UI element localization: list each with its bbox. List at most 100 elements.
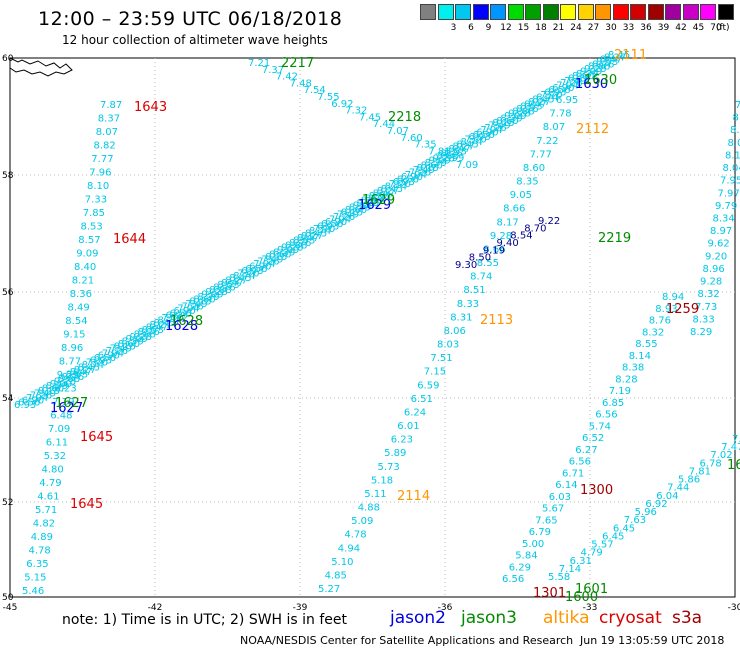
pass-id-label: 1301: [533, 586, 566, 601]
diagonal-swath-value: 9.09: [580, 66, 602, 77]
diagonal-swath-value: 8.76: [516, 104, 538, 115]
track-value: 7.60: [401, 133, 423, 144]
track-value: 9.09: [76, 249, 98, 260]
diagonal-swath-value: 9.28: [357, 198, 379, 209]
track-value: 4.82: [33, 519, 55, 530]
track-value: 4.94: [338, 543, 360, 554]
diagonal-swath-value: 8.39: [197, 292, 219, 303]
colorbar-swatch: [560, 4, 576, 20]
lat-tick-label: 56: [2, 288, 14, 298]
track-value: 7.14: [559, 564, 581, 575]
satellite-legend-jason2: jason2: [390, 608, 446, 628]
track-value: 5.96: [635, 507, 657, 518]
track-value: 7.63: [624, 515, 646, 526]
track-value: 7.3: [732, 434, 740, 445]
colorbar-tick-label: 24: [570, 23, 582, 33]
track-value: 6.23: [391, 435, 413, 446]
diagonal-swath-value: 8.27: [225, 276, 247, 287]
track-value: 8.29: [690, 327, 712, 338]
track-value: 8.31: [450, 312, 472, 323]
track-value: 9.15: [63, 330, 85, 341]
diagonal-swath-value: 8.47: [70, 367, 92, 378]
track-value: 5.15: [24, 573, 46, 584]
lat-tick-label: 52: [2, 498, 13, 508]
track-value: 8.66: [483, 244, 505, 255]
track-value: 8.51: [463, 285, 485, 296]
colorbar-tick-label: 6: [468, 23, 474, 33]
diagonal-swath-value: 7.70: [389, 179, 411, 190]
colorbar-tick-label: 36: [640, 23, 652, 33]
diagonal-swath-value: 8.76: [441, 149, 463, 160]
track-value: 8.07: [96, 127, 118, 138]
track-value: 5.00: [522, 539, 544, 550]
footer-note: note: 1) Time is in UTC; 2) SWH is in fe…: [62, 612, 348, 628]
diagonal-swath-value: 9.28: [130, 332, 152, 343]
lon-tick-label: -30: [728, 603, 740, 613]
track-value: 4.80: [42, 465, 64, 476]
track-value: 7.81: [428, 146, 450, 157]
colorbar-swatch: [437, 4, 454, 20]
satellite-legend-jason3: jason3: [461, 608, 517, 628]
track-value: 7.78: [549, 109, 571, 120]
diagonal-swath-value: 7.04: [405, 170, 427, 181]
diagonal-swath-value: 7.04: [480, 125, 502, 136]
diagonal-swath-value: 8.47: [373, 189, 395, 200]
diagonal-swath-value: 6.56: [94, 353, 116, 364]
track-value: 9.79: [715, 201, 737, 212]
diagonal-swath-value: 8.76: [62, 372, 84, 383]
track-value: 6.24: [404, 407, 426, 418]
diagonal-swath-value: 7.26: [484, 123, 506, 134]
track-value: 5.58: [548, 572, 570, 583]
colorbar-tick-label: 21: [552, 23, 565, 33]
diagonal-swath-value: 8.47: [449, 144, 471, 155]
diagonal-swath-value: 7.26: [30, 391, 52, 402]
pass-id-label: 1645: [70, 497, 103, 512]
lat-tick-label: 50: [2, 593, 14, 603]
track-value: 7.19: [609, 386, 631, 397]
diagonal-swath-value: 8.45: [457, 139, 479, 150]
diagonal-swath-value: 7.70: [313, 224, 335, 235]
track-value: 8.60: [523, 163, 545, 174]
diagonal-swath-value: 9.28: [281, 243, 303, 254]
diagonal-swath-value: 8.60: [345, 205, 367, 216]
diagonal-swath-value: 7.49: [564, 76, 586, 87]
diagonal-swath-value: 6.56: [321, 219, 343, 230]
track-value: 5.32: [44, 451, 66, 462]
diagonal-swath-value: 8.60: [193, 294, 215, 305]
track-value: 7.35: [414, 140, 436, 151]
track-value: 8.55: [635, 339, 657, 350]
track-value: 8.74: [470, 272, 492, 283]
diagonal-swath-value: 8.60: [118, 339, 140, 350]
satellite-legend-altika: altika: [543, 608, 590, 628]
track-value: 8.21: [72, 276, 94, 287]
diagonal-swath-value: 7.26: [333, 212, 355, 223]
track-value: 8.53: [81, 222, 103, 233]
diagonal-swath-value: 8.74: [461, 137, 483, 148]
diagonal-swath-value: 6.56: [18, 398, 40, 409]
diagonal-swath-value: 6.90: [98, 351, 120, 362]
pass-id-label: 2219: [598, 231, 631, 246]
diagonal-swath-value: 8.88: [361, 196, 383, 207]
diagonal-swath-value: 8.45: [154, 318, 176, 329]
diagonal-swath-value: 6.93: [166, 311, 188, 322]
diagonal-swath-value: 8.45: [381, 184, 403, 195]
track-value: 8.55: [477, 258, 499, 269]
colorbar-swatch: [717, 4, 734, 20]
track-value: 6.79: [529, 527, 551, 538]
track-value: 6.14: [555, 480, 577, 491]
colorbar-swatch: [682, 4, 699, 20]
diagonal-swath-value: 6.90: [476, 128, 498, 139]
colorbar-tick-label: 15: [517, 23, 530, 33]
pass-id-label: 1629: [362, 193, 395, 208]
track-value: 8.37: [98, 114, 120, 125]
track-value: 5.57: [591, 540, 613, 551]
track-value: 4.61: [37, 492, 59, 503]
diagonal-swath-value: 8.27: [150, 320, 172, 331]
track-value: 9.22: [538, 216, 560, 227]
track-value: 5.89: [384, 448, 406, 459]
diagonal-swath-value: 8.47: [221, 278, 243, 289]
track-value: 6.45: [602, 531, 624, 542]
track-value: 8.50: [469, 253, 491, 264]
diagonal-swath-value: 7.49: [488, 121, 510, 132]
diagonal-swath-value: 9.28: [584, 64, 606, 75]
